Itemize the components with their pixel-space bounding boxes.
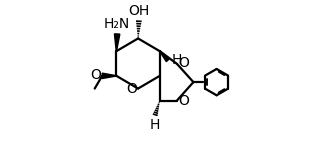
Polygon shape [160,51,170,62]
Polygon shape [114,34,120,51]
Text: O: O [127,82,137,95]
Text: OH: OH [128,4,149,18]
Text: O: O [178,56,189,70]
Text: H: H [171,53,182,67]
Text: O: O [178,94,189,108]
Text: H: H [149,118,160,132]
Text: O: O [91,68,101,82]
Text: H₂N: H₂N [104,17,130,31]
Polygon shape [102,73,116,79]
